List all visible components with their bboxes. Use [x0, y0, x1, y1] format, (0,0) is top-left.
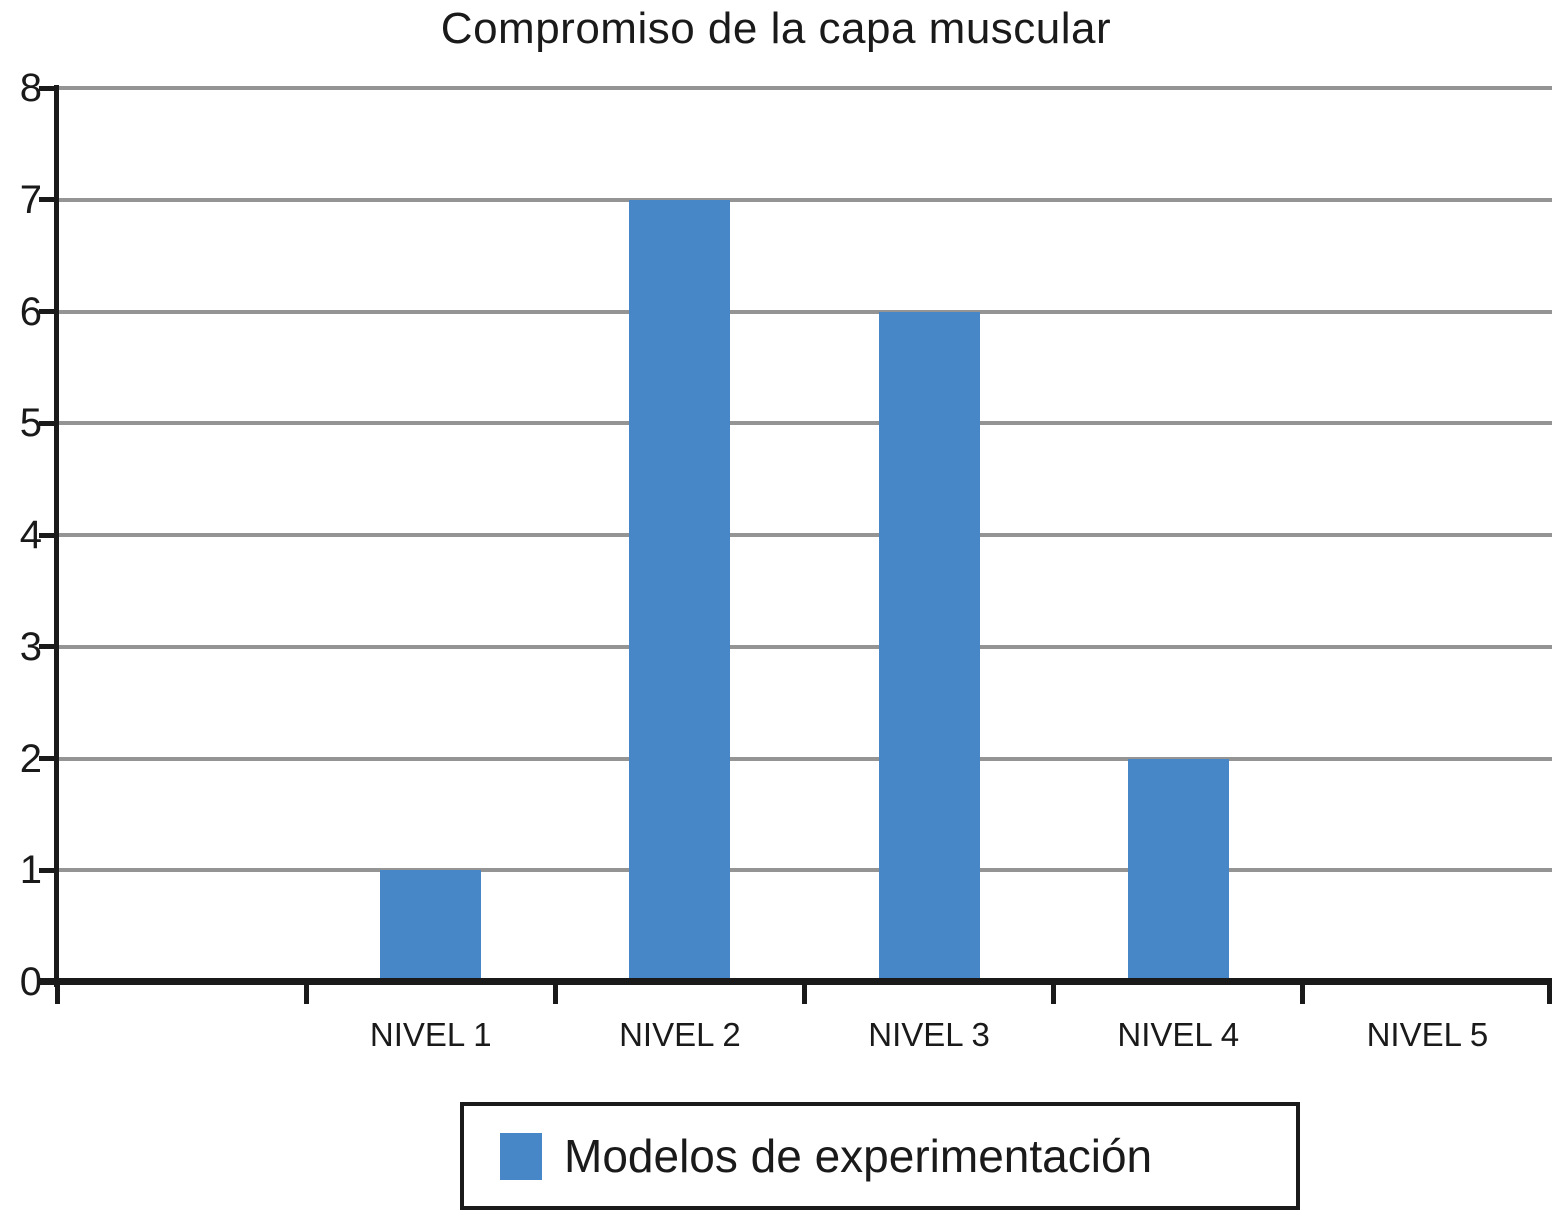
y-tick-label: 1 — [19, 848, 42, 893]
x-category-label: NIVEL 5 — [1366, 1016, 1489, 1053]
x-category-label: NIVEL 4 — [1117, 1016, 1240, 1053]
y-tick-label: 5 — [19, 401, 42, 446]
y-tick — [39, 85, 57, 91]
x-tick — [802, 982, 807, 1004]
y-tick-label: 6 — [19, 289, 42, 334]
bar-nivel-2 — [629, 199, 731, 982]
x-axis-line — [40, 978, 1552, 985]
bar-nivel-3 — [878, 311, 980, 982]
legend-swatch-icon — [500, 1132, 542, 1180]
y-tick — [39, 309, 57, 314]
gridline — [57, 197, 1552, 202]
x-tick — [1300, 982, 1306, 1004]
y-tick-label: 7 — [19, 177, 42, 222]
y-tick — [39, 532, 57, 538]
y-tick — [39, 756, 57, 761]
x-category-label: NIVEL 1 — [369, 1016, 492, 1053]
x-category-label: NIVEL 2 — [619, 1016, 741, 1053]
gridline — [57, 421, 1552, 426]
legend: Modelos de experimentación — [460, 1102, 1300, 1210]
y-tick — [39, 644, 57, 650]
gridline — [57, 86, 1552, 90]
x-tick — [303, 982, 309, 1004]
chart-title: Compromiso de la capa muscular — [440, 4, 1112, 53]
bar-nivel-1 — [380, 870, 482, 982]
y-tick — [39, 420, 57, 426]
y-tick-label: 8 — [19, 66, 42, 110]
x-tick — [1547, 982, 1552, 1004]
y-tick-label: 4 — [19, 513, 42, 557]
x-tick — [1051, 982, 1057, 1004]
legend-label: Modelos de experimentación — [564, 1130, 1153, 1182]
gridline — [57, 644, 1552, 649]
y-tick — [39, 979, 57, 985]
gridline — [57, 309, 1552, 314]
x-tick — [54, 982, 60, 1004]
bar-nivel-4 — [1127, 758, 1229, 982]
gridline — [57, 756, 1552, 761]
x-tick — [552, 982, 558, 1004]
y-tick — [39, 197, 57, 203]
gridline — [57, 533, 1552, 537]
y-tick-label: 2 — [19, 736, 42, 781]
y-tick — [39, 867, 57, 873]
x-category-label: NIVEL 3 — [868, 1016, 990, 1053]
y-tick-label: 3 — [19, 624, 42, 669]
gridline — [57, 868, 1552, 873]
y-tick-label: 0 — [19, 960, 42, 1004]
